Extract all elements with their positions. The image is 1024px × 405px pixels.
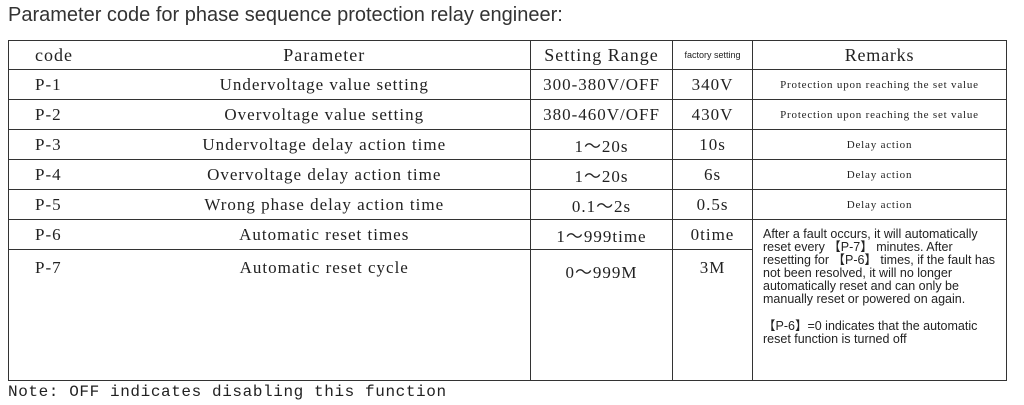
cell: P-2 — [8, 99, 119, 130]
cell: 340V — [672, 69, 753, 100]
row: P-5 Wrong phase delay action time 0.1～2s 0.… — [8, 189, 1007, 220]
header-row: code Parameter Setting Range factory settin… — [8, 40, 1007, 70]
cell: 0～999M — [530, 249, 673, 381]
row: P-6 Automatic reset times 1～999time 0time Af… — [8, 219, 1007, 381]
cell: 1～999time — [530, 219, 673, 250]
parameter-table: code Parameter Setting Range factory settin… — [8, 40, 1007, 381]
cell: P-5 — [8, 189, 119, 220]
cell: Undervoltage delay action time — [118, 129, 531, 160]
cell: Delay action — [752, 129, 1007, 160]
cell: 300-380V/OFF — [530, 69, 673, 100]
cell: code — [8, 40, 119, 70]
cell: P-7 — [8, 249, 119, 381]
cell: P-6 — [8, 219, 119, 250]
cell: Overvoltage value setting — [118, 99, 531, 130]
cell: P-3 — [8, 129, 119, 160]
cell: Protection upon reaching the set value — [752, 69, 1007, 100]
cell: Automatic reset times — [118, 219, 531, 250]
cell: Automatic reset cycle — [118, 249, 531, 381]
cell: 3M — [672, 249, 753, 381]
cell: factory setting — [672, 40, 753, 70]
row: P-1 Undervoltage value setting 300-380V/OF… — [8, 69, 1007, 100]
cell: Delay action — [752, 159, 1007, 190]
remark-paragraph: After a fault occurs, it will automatica… — [763, 227, 996, 306]
row: P-4 Overvoltage delay action time 1～20s 6s D… — [8, 159, 1007, 190]
cell: P-4 — [8, 159, 119, 190]
cell: Setting Range — [530, 40, 673, 70]
cell: 0time — [672, 219, 753, 250]
cell: Remarks — [752, 40, 1007, 70]
cell: 6s — [672, 159, 753, 190]
cell: 380-460V/OFF — [530, 99, 673, 130]
cell: Protection upon reaching the set value — [752, 99, 1007, 130]
cell: Parameter — [118, 40, 531, 70]
cell: 0.5s — [672, 189, 753, 220]
cell: Delay action — [752, 189, 1007, 220]
cell: 10s — [672, 129, 753, 160]
cell: Overvoltage delay action time — [118, 159, 531, 190]
row: P-3 Undervoltage delay action time 1～20s 10… — [8, 129, 1007, 160]
remarks-cell: After a fault occurs, it will automatica… — [752, 219, 1007, 381]
cell: 1～20s — [530, 129, 673, 160]
note: Note: OFF indicates disabling this funct… — [8, 383, 447, 401]
cell: 430V — [672, 99, 753, 130]
cell: P-1 — [8, 69, 119, 100]
cell: Wrong phase delay action time — [118, 189, 531, 220]
row: P-7 Automatic reset cycle 0～999M 3M — [8, 249, 1007, 381]
title: Parameter code for phase sequence protec… — [8, 4, 563, 26]
cell: Undervoltage value setting — [118, 69, 531, 100]
cell: 1～20s — [530, 159, 673, 190]
cell: 0.1～2s — [530, 189, 673, 220]
remark-paragraph: 【P-6】=0 indicates that the automatic res… — [763, 319, 978, 346]
row: P-2 Overvoltage value setting 380-460V/OFF… — [8, 99, 1007, 130]
